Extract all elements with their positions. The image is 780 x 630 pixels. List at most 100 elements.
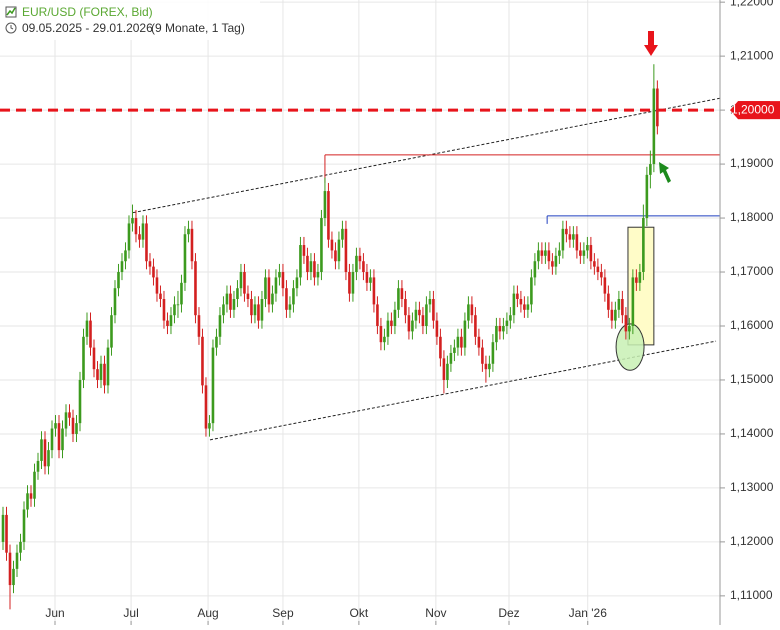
y-tick-label: 1,13000 xyxy=(730,480,774,494)
x-tick-label: Jan '26 xyxy=(569,606,608,620)
candle-body xyxy=(271,293,274,305)
candle-body xyxy=(645,174,649,219)
candle-body xyxy=(397,288,400,310)
clock-icon xyxy=(5,22,17,34)
candle-body xyxy=(484,363,488,370)
candle-body xyxy=(120,261,124,273)
candle-body xyxy=(239,272,243,289)
candle-body xyxy=(106,347,110,386)
candle-body xyxy=(194,261,197,316)
candle-body xyxy=(327,191,330,240)
candle-body xyxy=(306,255,309,273)
candle-body xyxy=(533,261,537,278)
candle-body xyxy=(1,514,5,542)
candle-body xyxy=(411,320,414,332)
period: (9 Monate, 1 Tag) xyxy=(151,21,245,35)
candles xyxy=(1,64,659,610)
candle-body xyxy=(40,439,43,461)
candle-body xyxy=(264,277,267,300)
candle-body xyxy=(649,164,652,175)
candle-body xyxy=(236,288,239,300)
candle-body xyxy=(607,293,610,310)
down-arrow xyxy=(644,31,658,56)
y-tick-label: 1,17000 xyxy=(730,264,774,278)
candle-body xyxy=(603,277,607,294)
candle-body xyxy=(274,277,278,294)
y-tick-label: 1,14000 xyxy=(730,426,774,440)
candle-body xyxy=(250,299,253,316)
candle-body xyxy=(316,272,320,278)
candle-body xyxy=(253,304,257,316)
x-tick-label: Nov xyxy=(425,606,446,620)
candle-body xyxy=(579,250,582,256)
candle-body xyxy=(568,234,572,240)
candle-body xyxy=(50,428,54,451)
candle-body xyxy=(456,336,460,348)
candle-body xyxy=(257,304,260,321)
candle-body xyxy=(85,320,89,337)
axis: 1,11000 1,12000 1,13000 1,14000 1,15000 1,160… xyxy=(45,0,780,625)
candle-body xyxy=(656,88,659,127)
candle-body xyxy=(509,315,512,321)
candle-body xyxy=(453,347,456,353)
candle-body xyxy=(309,261,313,273)
candle-body xyxy=(365,272,369,283)
candle-body xyxy=(204,385,208,429)
candle-body xyxy=(530,277,533,305)
candle-body xyxy=(432,299,435,321)
candle-body xyxy=(495,325,498,343)
candle-body xyxy=(439,336,442,359)
y-tick-label: 1,22000 xyxy=(730,0,774,8)
y-tick-label: 1,19000 xyxy=(730,156,774,170)
candle-body xyxy=(8,552,12,586)
candle-body xyxy=(551,261,554,267)
x-tick-label: Okt xyxy=(350,606,369,620)
candle-body xyxy=(201,336,204,386)
candle-body xyxy=(652,88,656,165)
candle-body xyxy=(232,299,236,310)
candle-body xyxy=(229,293,232,310)
candle-body xyxy=(393,309,397,326)
candle-body xyxy=(334,250,337,262)
candle-body xyxy=(572,234,575,240)
candle-body xyxy=(299,245,302,278)
candle-body xyxy=(138,234,141,240)
candle-body xyxy=(642,218,645,273)
candle-body xyxy=(26,493,29,510)
candle-body xyxy=(162,299,166,321)
candle-body xyxy=(344,228,348,273)
candle-body xyxy=(89,320,92,348)
candle-body xyxy=(610,309,614,321)
candle-body xyxy=(575,234,579,251)
chart-title: EUR/USD (FOREX, Bid) xyxy=(22,5,153,19)
candle-body xyxy=(75,423,78,434)
trend-line xyxy=(132,97,721,214)
candle-body xyxy=(446,363,449,380)
candle-body xyxy=(337,239,341,262)
candle-body xyxy=(92,347,96,370)
y-tick-label: 1,11000 xyxy=(730,588,773,602)
candle-body xyxy=(617,299,621,310)
candle-body xyxy=(418,309,421,316)
candle-body xyxy=(29,493,33,499)
y-tick-label: 1,21000 xyxy=(730,48,774,62)
candle-body xyxy=(260,299,264,321)
candle-body xyxy=(166,320,169,326)
candle-body xyxy=(78,379,82,424)
candle-body xyxy=(460,336,463,348)
candle-body xyxy=(285,288,288,310)
candle-body xyxy=(624,315,628,332)
candle-body xyxy=(369,277,372,283)
candle-body xyxy=(505,320,509,326)
candle-body xyxy=(159,293,162,300)
candle-body xyxy=(183,234,187,283)
candle-body xyxy=(15,552,19,569)
candle-body xyxy=(82,336,85,380)
candle-body xyxy=(152,266,155,278)
candle-body xyxy=(582,250,586,256)
candle-body xyxy=(516,293,519,300)
price-tag-label: 1,20000 xyxy=(731,102,775,116)
candle-body xyxy=(628,325,631,332)
candle-body xyxy=(5,514,8,553)
date-range: 09.05.2025 - 29.01.2026 xyxy=(22,21,153,35)
